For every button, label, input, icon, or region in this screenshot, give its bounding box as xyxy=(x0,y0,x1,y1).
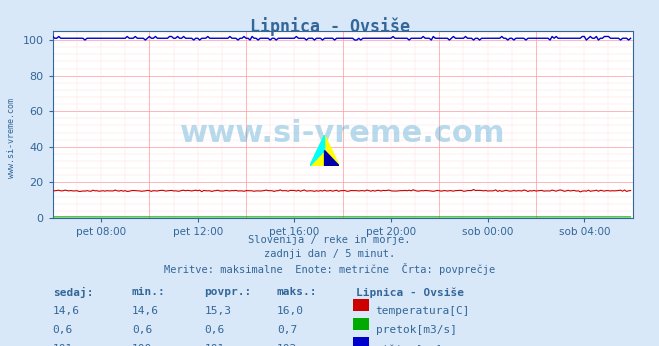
Text: 0,6: 0,6 xyxy=(132,325,152,335)
Text: 0,6: 0,6 xyxy=(204,325,225,335)
Text: www.si-vreme.com: www.si-vreme.com xyxy=(7,98,16,179)
Text: 0,7: 0,7 xyxy=(277,325,297,335)
Polygon shape xyxy=(325,151,339,166)
Text: Lipnica - Ovsiše: Lipnica - Ovsiše xyxy=(356,287,464,298)
Text: 100: 100 xyxy=(132,344,152,346)
Text: povpr.:: povpr.: xyxy=(204,287,252,297)
Polygon shape xyxy=(310,135,325,166)
Text: pretok[m3/s]: pretok[m3/s] xyxy=(376,325,457,335)
Text: Lipnica - Ovsiše: Lipnica - Ovsiše xyxy=(250,17,409,36)
Text: višina[cm]: višina[cm] xyxy=(376,344,443,346)
Text: Meritve: maksimalne  Enote: metrične  Črta: povprečje: Meritve: maksimalne Enote: metrične Črta… xyxy=(164,263,495,275)
Text: 16,0: 16,0 xyxy=(277,306,304,316)
Text: 14,6: 14,6 xyxy=(132,306,159,316)
Text: 0,6: 0,6 xyxy=(53,325,73,335)
Text: maks.:: maks.: xyxy=(277,287,317,297)
Text: Slovenija / reke in morje.: Slovenija / reke in morje. xyxy=(248,235,411,245)
Text: min.:: min.: xyxy=(132,287,165,297)
Text: 101: 101 xyxy=(53,344,73,346)
Text: www.si-vreme.com: www.si-vreme.com xyxy=(180,119,505,148)
Text: temperatura[C]: temperatura[C] xyxy=(376,306,470,316)
Text: zadnji dan / 5 minut.: zadnji dan / 5 minut. xyxy=(264,249,395,259)
Text: 14,6: 14,6 xyxy=(53,306,80,316)
Polygon shape xyxy=(310,135,339,166)
Text: 102: 102 xyxy=(277,344,297,346)
Text: 15,3: 15,3 xyxy=(204,306,231,316)
Text: sedaj:: sedaj: xyxy=(53,287,93,298)
Text: 101: 101 xyxy=(204,344,225,346)
